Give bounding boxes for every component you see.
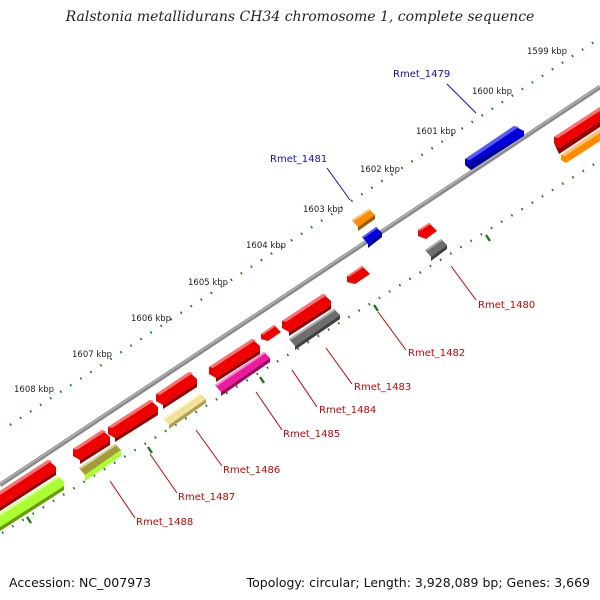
gene-label-rmet-1479[interactable]: Rmet_1479 [393, 69, 450, 80]
gene-rmet-1482[interactable] [347, 266, 370, 284]
kbp-label: 1600 kbp [472, 87, 512, 97]
outer-tick-track [9, 40, 595, 427]
topology-summary: Topology: circular; Length: 3,928,089 bp… [246, 575, 590, 590]
gene-rmet-1480-red[interactable] [418, 223, 437, 239]
gene-orange-right[interactable] [561, 129, 600, 163]
gene-red-right[interactable] [554, 107, 600, 154]
kbp-labels: 1599 kbp 1600 kbp 1601 kbp 1602 kbp 1603… [14, 47, 567, 395]
gene-label-rmet-1482[interactable]: Rmet_1482 [408, 348, 465, 359]
gene-rmet-1485[interactable] [215, 352, 270, 396]
gene-red-left[interactable] [0, 460, 56, 511]
gene-rmet-1484[interactable] [209, 339, 260, 382]
gene-red-1486[interactable] [156, 372, 197, 409]
gene-red-small-1484[interactable] [261, 325, 281, 341]
map-title: Ralstonia metallidurans CH34 chromosome … [65, 9, 535, 25]
gene-red-1483[interactable] [282, 294, 331, 336]
kbp-label: 1599 kbp [527, 47, 567, 57]
chromosome-backbone [0, 85, 600, 487]
gene-labels: Rmet_1479 Rmet_1481 Rmet_1480 Rmet_1482 … [136, 69, 535, 528]
accession-text: Accession: NC_007973 [9, 575, 152, 590]
gene-red-1488[interactable] [73, 430, 110, 464]
gene-rmet-1487[interactable] [108, 400, 158, 442]
gene-rmet-1479[interactable] [465, 126, 524, 170]
kbp-label: 1602 kbp [360, 165, 400, 175]
gene-orange-small[interactable] [352, 209, 375, 231]
gene-label-rmet-1488[interactable]: Rmet_1488 [136, 517, 193, 528]
gene-label-rmet-1487[interactable]: Rmet_1487 [178, 492, 235, 503]
gene-label-rmet-1483[interactable]: Rmet_1483 [354, 382, 411, 393]
gene-rmet-1480[interactable] [425, 239, 447, 261]
kbp-label: 1607 kbp [72, 350, 112, 360]
kbp-label: 1606 kbp [131, 314, 171, 324]
inner-tick-track [1, 161, 597, 535]
gene-features [0, 107, 600, 531]
gene-rmet-1483[interactable] [289, 309, 340, 350]
gene-rmet-1488[interactable] [0, 476, 64, 531]
kbp-label: 1601 kbp [416, 127, 456, 137]
gene-label-rmet-1486[interactable]: Rmet_1486 [223, 465, 280, 476]
gene-label-rmet-1484[interactable]: Rmet_1484 [319, 405, 376, 416]
gene-olive-small[interactable] [79, 444, 121, 481]
kbp-label: 1603 kbp [303, 205, 343, 215]
gene-label-rmet-1485[interactable]: Rmet_1485 [283, 429, 340, 440]
kbp-label: 1605 kbp [188, 278, 228, 288]
gene-label-rmet-1480[interactable]: Rmet_1480 [478, 300, 535, 311]
leader-lines [109, 83, 477, 519]
kbp-label: 1604 kbp [246, 241, 286, 251]
gene-label-rmet-1481[interactable]: Rmet_1481 [270, 154, 327, 165]
gene-rmet-1486[interactable] [163, 393, 206, 429]
gene-rmet-1481[interactable] [362, 227, 382, 248]
kbp-label: 1608 kbp [14, 385, 54, 395]
